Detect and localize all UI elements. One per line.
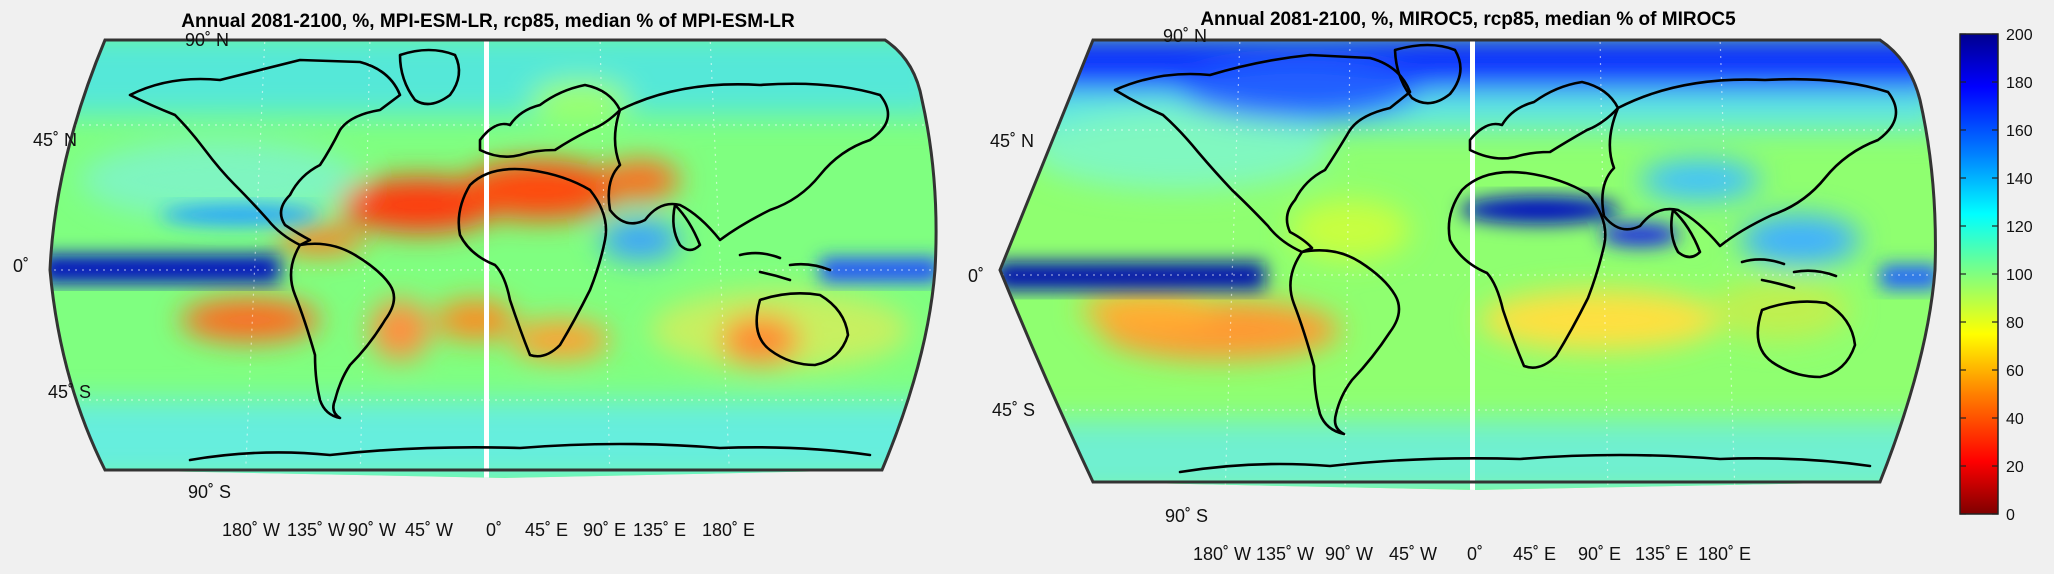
lon-label: 180˚ E [1698, 544, 1751, 564]
lon-label: 0˚ [1467, 544, 1483, 564]
lat-label: 45˚ N [990, 131, 1034, 151]
coastlines [128, 48, 890, 462]
lon-label: 180˚ W [222, 520, 280, 540]
colorbar-tick-label: 160 [2006, 123, 2033, 140]
lon-label: 90˚ W [348, 520, 396, 540]
lon-label: 135˚ E [1635, 544, 1688, 564]
lat-label: 90˚ N [185, 30, 229, 50]
coastlines [1113, 43, 1898, 474]
colorbar-tick-label: 20 [2006, 459, 2024, 476]
lon-label: 90˚ E [583, 520, 626, 540]
map-frame [998, 38, 1937, 484]
lon-label: 45˚ E [1513, 544, 1556, 564]
colorbar-tick-label: 120 [2006, 219, 2033, 236]
colorbar: 0 20 40 60 80 100 120 140 160 180 200 [1959, 27, 2033, 524]
map-title: Annual 2081-2100, %, MIROC5, rcp85, medi… [1200, 9, 1736, 30]
lon-label: 135˚ E [633, 520, 686, 540]
colorbar-tick-label: 0 [2006, 507, 2015, 524]
lon-label: 45˚ E [525, 520, 568, 540]
colorbar-tick-label: 40 [2006, 411, 2024, 428]
lat-label: 45˚ N [33, 130, 77, 150]
lon-label: 180˚ E [702, 520, 755, 540]
map-right: Annual 2081-2100, %, MIROC5, rcp85, medi… [968, 9, 1937, 564]
lat-label: 0˚ [968, 266, 984, 286]
lat-label: 90˚ N [1163, 26, 1207, 46]
lon-label: 180˚ W [1193, 544, 1251, 564]
lon-label: 45˚ W [405, 520, 453, 540]
data-field [1000, 40, 1936, 490]
lat-label: 90˚ S [188, 482, 231, 502]
colorbar-tick-label: 140 [2006, 171, 2033, 188]
colorbar-tick-label: 180 [2006, 75, 2033, 92]
lon-label: 90˚ W [1325, 544, 1373, 564]
colorbar-tick-label: 80 [2006, 315, 2024, 332]
lat-label: 0˚ [13, 256, 29, 276]
colorbar-tick-label: 100 [2006, 267, 2033, 284]
map-title: Annual 2081-2100, %, MPI-ESM-LR, rcp85, … [181, 11, 795, 32]
lat-label: 90˚ S [1165, 506, 1208, 526]
lon-label: 135˚ W [1256, 544, 1314, 564]
meridian-gap [484, 40, 489, 478]
lon-label: 90˚ E [1578, 544, 1621, 564]
lon-label: 0˚ [486, 520, 502, 540]
data-field [50, 40, 937, 478]
lat-label: 45˚ S [48, 382, 91, 402]
colorbar-tick-label: 200 [2006, 27, 2033, 44]
lat-label: 45˚ S [992, 400, 1035, 420]
map-left: Annual 2081-2100, %, MPI-ESM-LR, rcp85, … [13, 11, 938, 540]
lon-label: 135˚ W [287, 520, 345, 540]
lon-label: 45˚ W [1389, 544, 1437, 564]
colorbar-tick-label: 60 [2006, 363, 2024, 380]
map-frame [48, 38, 938, 472]
